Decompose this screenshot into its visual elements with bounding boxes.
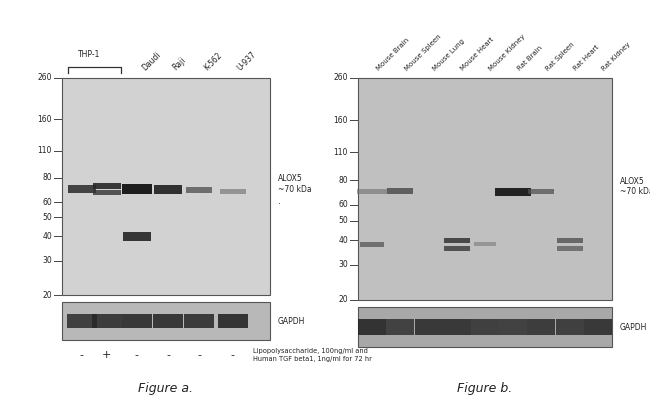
Bar bbox=[443, 319, 471, 335]
Text: Mouse Kidney: Mouse Kidney bbox=[488, 33, 526, 72]
Bar bbox=[360, 242, 384, 247]
Text: 40: 40 bbox=[42, 232, 52, 241]
Text: K-562: K-562 bbox=[202, 50, 224, 72]
Text: 20: 20 bbox=[42, 291, 52, 300]
Text: Raji: Raji bbox=[171, 55, 188, 72]
Bar bbox=[556, 238, 582, 243]
Text: 50: 50 bbox=[338, 216, 348, 225]
Bar bbox=[358, 307, 612, 347]
Text: 260: 260 bbox=[38, 74, 52, 83]
Text: -: - bbox=[231, 350, 235, 360]
Text: 80: 80 bbox=[339, 175, 348, 184]
Text: 110: 110 bbox=[333, 148, 348, 157]
Bar bbox=[154, 184, 182, 193]
Bar bbox=[584, 319, 612, 335]
Text: 50: 50 bbox=[42, 213, 52, 222]
Bar bbox=[185, 314, 215, 328]
Text: 30: 30 bbox=[42, 256, 52, 265]
Text: Rat Brain: Rat Brain bbox=[516, 45, 543, 72]
Bar bbox=[495, 188, 531, 196]
Bar bbox=[386, 319, 414, 335]
Bar bbox=[220, 188, 246, 193]
Bar bbox=[556, 319, 584, 335]
Text: Daudi: Daudi bbox=[140, 50, 162, 72]
Text: -: - bbox=[80, 350, 84, 360]
Bar bbox=[93, 183, 121, 189]
Text: GAPDH: GAPDH bbox=[278, 317, 306, 326]
Text: ALOX5
~70 kDa: ALOX5 ~70 kDa bbox=[278, 174, 311, 194]
Text: 110: 110 bbox=[38, 146, 52, 155]
Bar bbox=[444, 246, 470, 251]
Bar bbox=[123, 232, 151, 241]
Bar bbox=[187, 187, 213, 193]
Text: Mouse Heart: Mouse Heart bbox=[460, 37, 495, 72]
Bar bbox=[62, 302, 270, 340]
Text: Mouse Lung: Mouse Lung bbox=[432, 38, 465, 72]
Bar bbox=[444, 238, 470, 243]
Text: THP-1: THP-1 bbox=[78, 50, 101, 59]
Bar bbox=[474, 243, 496, 247]
Bar bbox=[68, 185, 96, 193]
Text: Mouse Spleen: Mouse Spleen bbox=[404, 33, 442, 72]
Text: -: - bbox=[198, 350, 202, 360]
Text: Figure b.: Figure b. bbox=[458, 382, 513, 395]
Bar bbox=[415, 319, 443, 335]
Bar bbox=[387, 188, 413, 194]
Text: -: - bbox=[166, 350, 170, 360]
Bar bbox=[358, 78, 612, 300]
Text: Rat Heart: Rat Heart bbox=[573, 44, 601, 72]
Bar bbox=[358, 319, 386, 335]
Text: 260: 260 bbox=[333, 74, 348, 83]
Text: ALOX5
~70 kDa: ALOX5 ~70 kDa bbox=[620, 177, 650, 196]
Bar bbox=[471, 319, 499, 335]
Text: 160: 160 bbox=[38, 115, 52, 124]
Bar bbox=[93, 190, 121, 195]
Bar bbox=[357, 189, 387, 194]
Bar bbox=[67, 314, 97, 328]
Text: Lipopolysaccharide, 100ng/ml and
Human TGF beta1, 1ng/ml for 72 hr: Lipopolysaccharide, 100ng/ml and Human T… bbox=[253, 348, 371, 361]
Bar bbox=[153, 314, 183, 328]
Text: 60: 60 bbox=[338, 200, 348, 210]
Text: 160: 160 bbox=[333, 116, 348, 125]
Text: Rat Kidney: Rat Kidney bbox=[601, 41, 632, 72]
Text: 40: 40 bbox=[338, 236, 348, 245]
Bar bbox=[122, 314, 152, 328]
Text: 80: 80 bbox=[42, 173, 52, 182]
Bar bbox=[527, 319, 556, 335]
Text: GAPDH: GAPDH bbox=[620, 322, 647, 331]
Text: +: + bbox=[102, 350, 111, 360]
Bar bbox=[499, 319, 527, 335]
Text: 20: 20 bbox=[339, 295, 348, 304]
Text: .: . bbox=[278, 196, 281, 206]
Text: U-937: U-937 bbox=[235, 50, 258, 72]
Text: 30: 30 bbox=[338, 260, 348, 269]
Bar bbox=[556, 246, 582, 251]
Bar bbox=[92, 314, 122, 328]
Bar bbox=[62, 78, 270, 295]
Text: Mouse Brain: Mouse Brain bbox=[375, 37, 410, 72]
Bar bbox=[218, 314, 248, 328]
Text: Figure a.: Figure a. bbox=[138, 382, 194, 395]
Bar bbox=[122, 184, 152, 194]
Text: -: - bbox=[135, 350, 139, 360]
Bar bbox=[528, 189, 554, 194]
Text: Rat Spleen: Rat Spleen bbox=[545, 41, 575, 72]
Text: 60: 60 bbox=[42, 197, 52, 207]
